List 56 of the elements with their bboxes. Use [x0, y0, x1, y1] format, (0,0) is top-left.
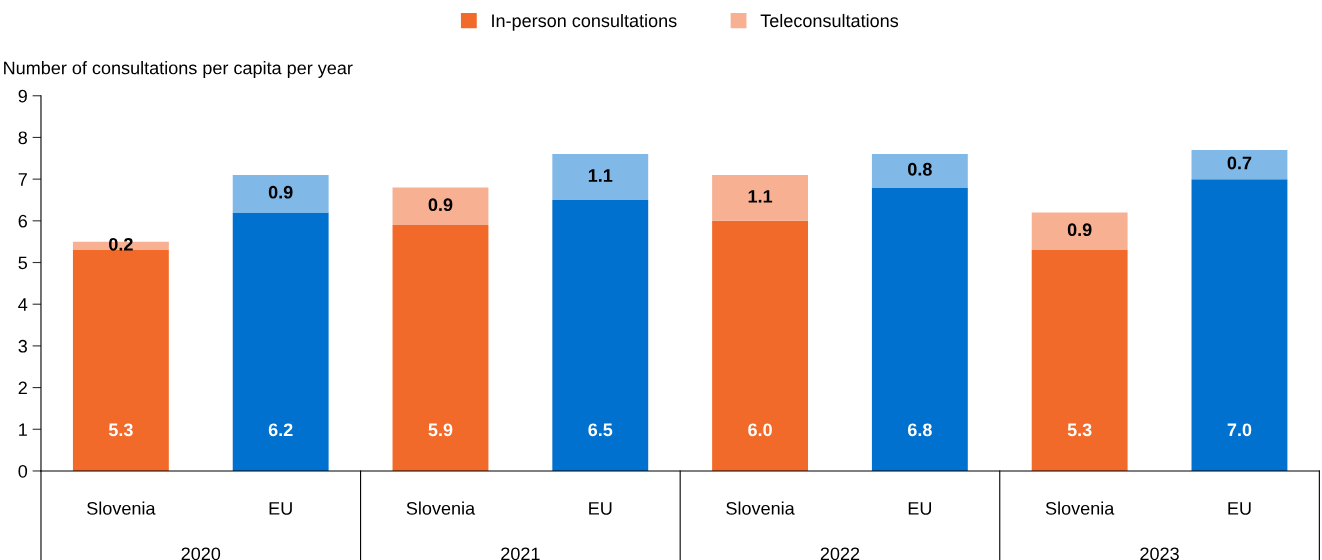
- text: 2021: [501, 547, 540, 560]
- x-tick-label: EU: [269, 502, 292, 515]
- data-label: 7.0: [1227, 423, 1252, 437]
- text: 2022: [820, 547, 860, 560]
- data-label: 6.8: [907, 423, 932, 437]
- x-tick-label: EU: [1228, 502, 1251, 515]
- x-tick-label: EU: [908, 502, 932, 515]
- legend-label: In-person consultations: [492, 13, 677, 31]
- data-label: 1.1: [588, 169, 613, 182]
- data-label: 1.1: [748, 190, 773, 203]
- data-label: 5.3: [1067, 423, 1092, 437]
- bar: [1191, 179, 1288, 471]
- data-label: 0.8: [908, 162, 932, 176]
- data-label: 0.2: [109, 237, 133, 251]
- bar: [1031, 250, 1128, 471]
- bar: [871, 187, 968, 471]
- bar: [232, 174, 329, 213]
- bar: [871, 154, 968, 188]
- data-label: 0.7: [1227, 156, 1252, 170]
- bar: [392, 225, 489, 471]
- y-tick-label: 6: [18, 214, 27, 228]
- text: 2020: [181, 547, 221, 560]
- y-tick-label: 8: [18, 131, 27, 145]
- x-tick-label: EU: [589, 502, 612, 515]
- y-tick-label: 4: [18, 298, 28, 311]
- y-tick-label: 9: [18, 89, 27, 103]
- data-label: 6.5: [588, 423, 613, 437]
- x-tick-label: Slovenia: [87, 501, 156, 515]
- bar: [712, 174, 809, 221]
- x-tick-label: Slovenia: [406, 501, 476, 515]
- data-label: 5.3: [108, 423, 133, 437]
- y-tick-label: 3: [18, 339, 27, 353]
- data-label: 5.9: [428, 423, 453, 437]
- bar: [712, 220, 809, 471]
- bar: [392, 187, 489, 225]
- text: 2023: [1140, 547, 1179, 560]
- data-label: 6.2: [268, 423, 293, 437]
- y-tick-label: 5: [18, 256, 28, 270]
- x-tick-label: Slovenia: [1045, 501, 1115, 515]
- bar: [1031, 212, 1128, 251]
- bar: [552, 199, 649, 471]
- bar: [232, 212, 329, 471]
- legend-label: Teleconsultations: [760, 13, 899, 28]
- data-label: 6.0: [748, 423, 772, 437]
- y-tick-label: 0: [18, 464, 28, 478]
- y-tick-label: 2: [18, 381, 27, 395]
- x-tick-label: Slovenia: [726, 501, 795, 515]
- data-label: 0.9: [268, 185, 293, 199]
- data-label: 0.9: [1067, 223, 1092, 237]
- data-label: 0.9: [428, 198, 453, 212]
- y-axis-title: Number of consultations per capita per year: [4, 61, 353, 78]
- bar: [1191, 149, 1288, 180]
- bar: [552, 154, 649, 200]
- y-tick-label: 7: [18, 173, 27, 186]
- y-tick-label: 1: [19, 423, 27, 436]
- bar: [72, 250, 169, 471]
